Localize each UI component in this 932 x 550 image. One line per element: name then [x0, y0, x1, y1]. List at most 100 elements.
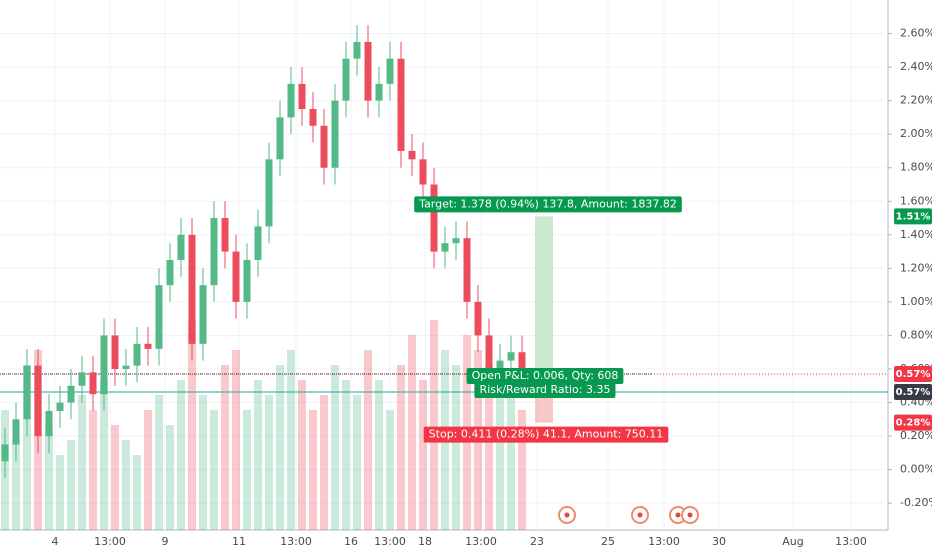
- candle-body: [287, 83, 295, 118]
- volume-bar: [12, 440, 20, 530]
- candle-body: [100, 335, 108, 395]
- volume-bar: [243, 410, 251, 530]
- volume-bar: [232, 350, 240, 530]
- y-tick-label: 2.40%: [900, 60, 932, 73]
- volume-bar: [364, 350, 372, 530]
- candle-body: [188, 234, 196, 344]
- price-tag-bg: [894, 384, 932, 401]
- volume-bar: [419, 380, 427, 530]
- candle-body: [463, 238, 471, 302]
- volume-bar: [23, 365, 31, 530]
- price-tag: 0.57%: [896, 369, 931, 380]
- event-dot: [564, 512, 570, 518]
- volume-bar: [155, 395, 163, 530]
- candle-body: [474, 301, 482, 336]
- candle-body: [232, 251, 240, 302]
- candle-body: [89, 372, 97, 395]
- volume-bar: [452, 365, 460, 530]
- price-tag: 0.28%: [896, 418, 931, 429]
- x-tick-label: 4: [52, 535, 59, 548]
- x-tick-label: 23: [530, 535, 544, 548]
- x-tick-label: 13:00: [835, 535, 867, 548]
- pnl-label: Open P&L: 0.006, Qty: 608: [472, 369, 619, 382]
- y-tick-label: 0.80%: [900, 328, 932, 341]
- candle-body: [452, 238, 460, 244]
- price-tag: 0.57%: [896, 387, 931, 398]
- candle-body: [342, 58, 350, 101]
- volume-bar: [122, 440, 130, 530]
- volume-bar: [45, 425, 53, 530]
- candle-body: [254, 226, 262, 260]
- candle-body: [166, 259, 174, 286]
- y-tick-label: -0.20%: [900, 496, 932, 509]
- candle-body: [386, 58, 394, 84]
- y-tick-label: 2.00%: [900, 127, 932, 140]
- candle-body: [210, 218, 218, 286]
- candle-body: [177, 234, 185, 260]
- candle-body: [111, 335, 119, 369]
- rr-label: Risk/Reward Ratio: 3.35: [480, 383, 611, 396]
- candle-body: [397, 58, 405, 151]
- candle-body: [496, 360, 504, 369]
- volume-bar: [89, 410, 97, 530]
- candle-body: [56, 402, 64, 411]
- volume-bar: [408, 335, 416, 530]
- x-tick-label: 16: [344, 535, 358, 548]
- candle-body: [331, 100, 339, 168]
- candle-body: [265, 159, 273, 227]
- price-tag-bg: [894, 414, 932, 431]
- y-tick-label: 0.20%: [900, 429, 932, 442]
- volume-bar: [78, 395, 86, 530]
- volume-bar: [430, 320, 438, 530]
- volume-bar: [100, 380, 108, 530]
- candle-body: [144, 343, 152, 349]
- volume-bar: [166, 425, 174, 530]
- candle-body: [221, 218, 229, 252]
- events[interactable]: [558, 506, 699, 524]
- candle-body: [34, 365, 42, 437]
- x-tick-label: Aug: [782, 535, 803, 548]
- y-tick-label: 0.00%: [900, 463, 932, 476]
- volume-bar: [353, 395, 361, 530]
- volume-bar: [331, 365, 339, 530]
- rr-label-bg: [474, 382, 616, 399]
- candle-body: [408, 150, 416, 160]
- price-tag: 1.51%: [896, 211, 931, 222]
- candle-body: [441, 243, 449, 252]
- volume-bar: [298, 380, 306, 530]
- event-dot: [675, 512, 681, 518]
- event-dot: [637, 512, 643, 518]
- candle-body: [23, 365, 31, 420]
- candle-body: [353, 41, 361, 59]
- volume-bar: [518, 410, 526, 530]
- volume-bar: [397, 365, 405, 530]
- candle-body: [419, 159, 427, 185]
- candle-body: [12, 419, 20, 445]
- volume-bar: [309, 410, 317, 530]
- volume-bar: [67, 440, 75, 530]
- y-tick-label: 1.20%: [900, 261, 932, 274]
- candle-body: [320, 125, 328, 168]
- candle-body: [507, 352, 515, 361]
- y-tick-label: 1.40%: [900, 228, 932, 241]
- volume-bar: [386, 410, 394, 530]
- x-tick-label: 9: [162, 535, 169, 548]
- volume-bar: [177, 380, 185, 530]
- volume-bar: [221, 365, 229, 530]
- price-tag-bg: [894, 208, 932, 225]
- volume-bar: [133, 455, 141, 530]
- volume-bar: [375, 380, 383, 530]
- volume-bar: [144, 410, 152, 530]
- candle-body: [276, 117, 284, 160]
- volume-bar: [56, 455, 64, 530]
- candle-body: [155, 285, 163, 349]
- candle-body: [243, 259, 251, 302]
- x-tick-label: 25: [601, 535, 615, 548]
- stop-label: Stop: 0.411 (0.28%) 41.1, Amount: 750.11: [429, 428, 664, 441]
- stop-label-bg: [423, 426, 669, 443]
- volume-bar: [188, 320, 196, 530]
- candle-body: [45, 410, 53, 437]
- y-tick-label: 1.80%: [900, 161, 932, 174]
- volume-bar: [342, 380, 350, 530]
